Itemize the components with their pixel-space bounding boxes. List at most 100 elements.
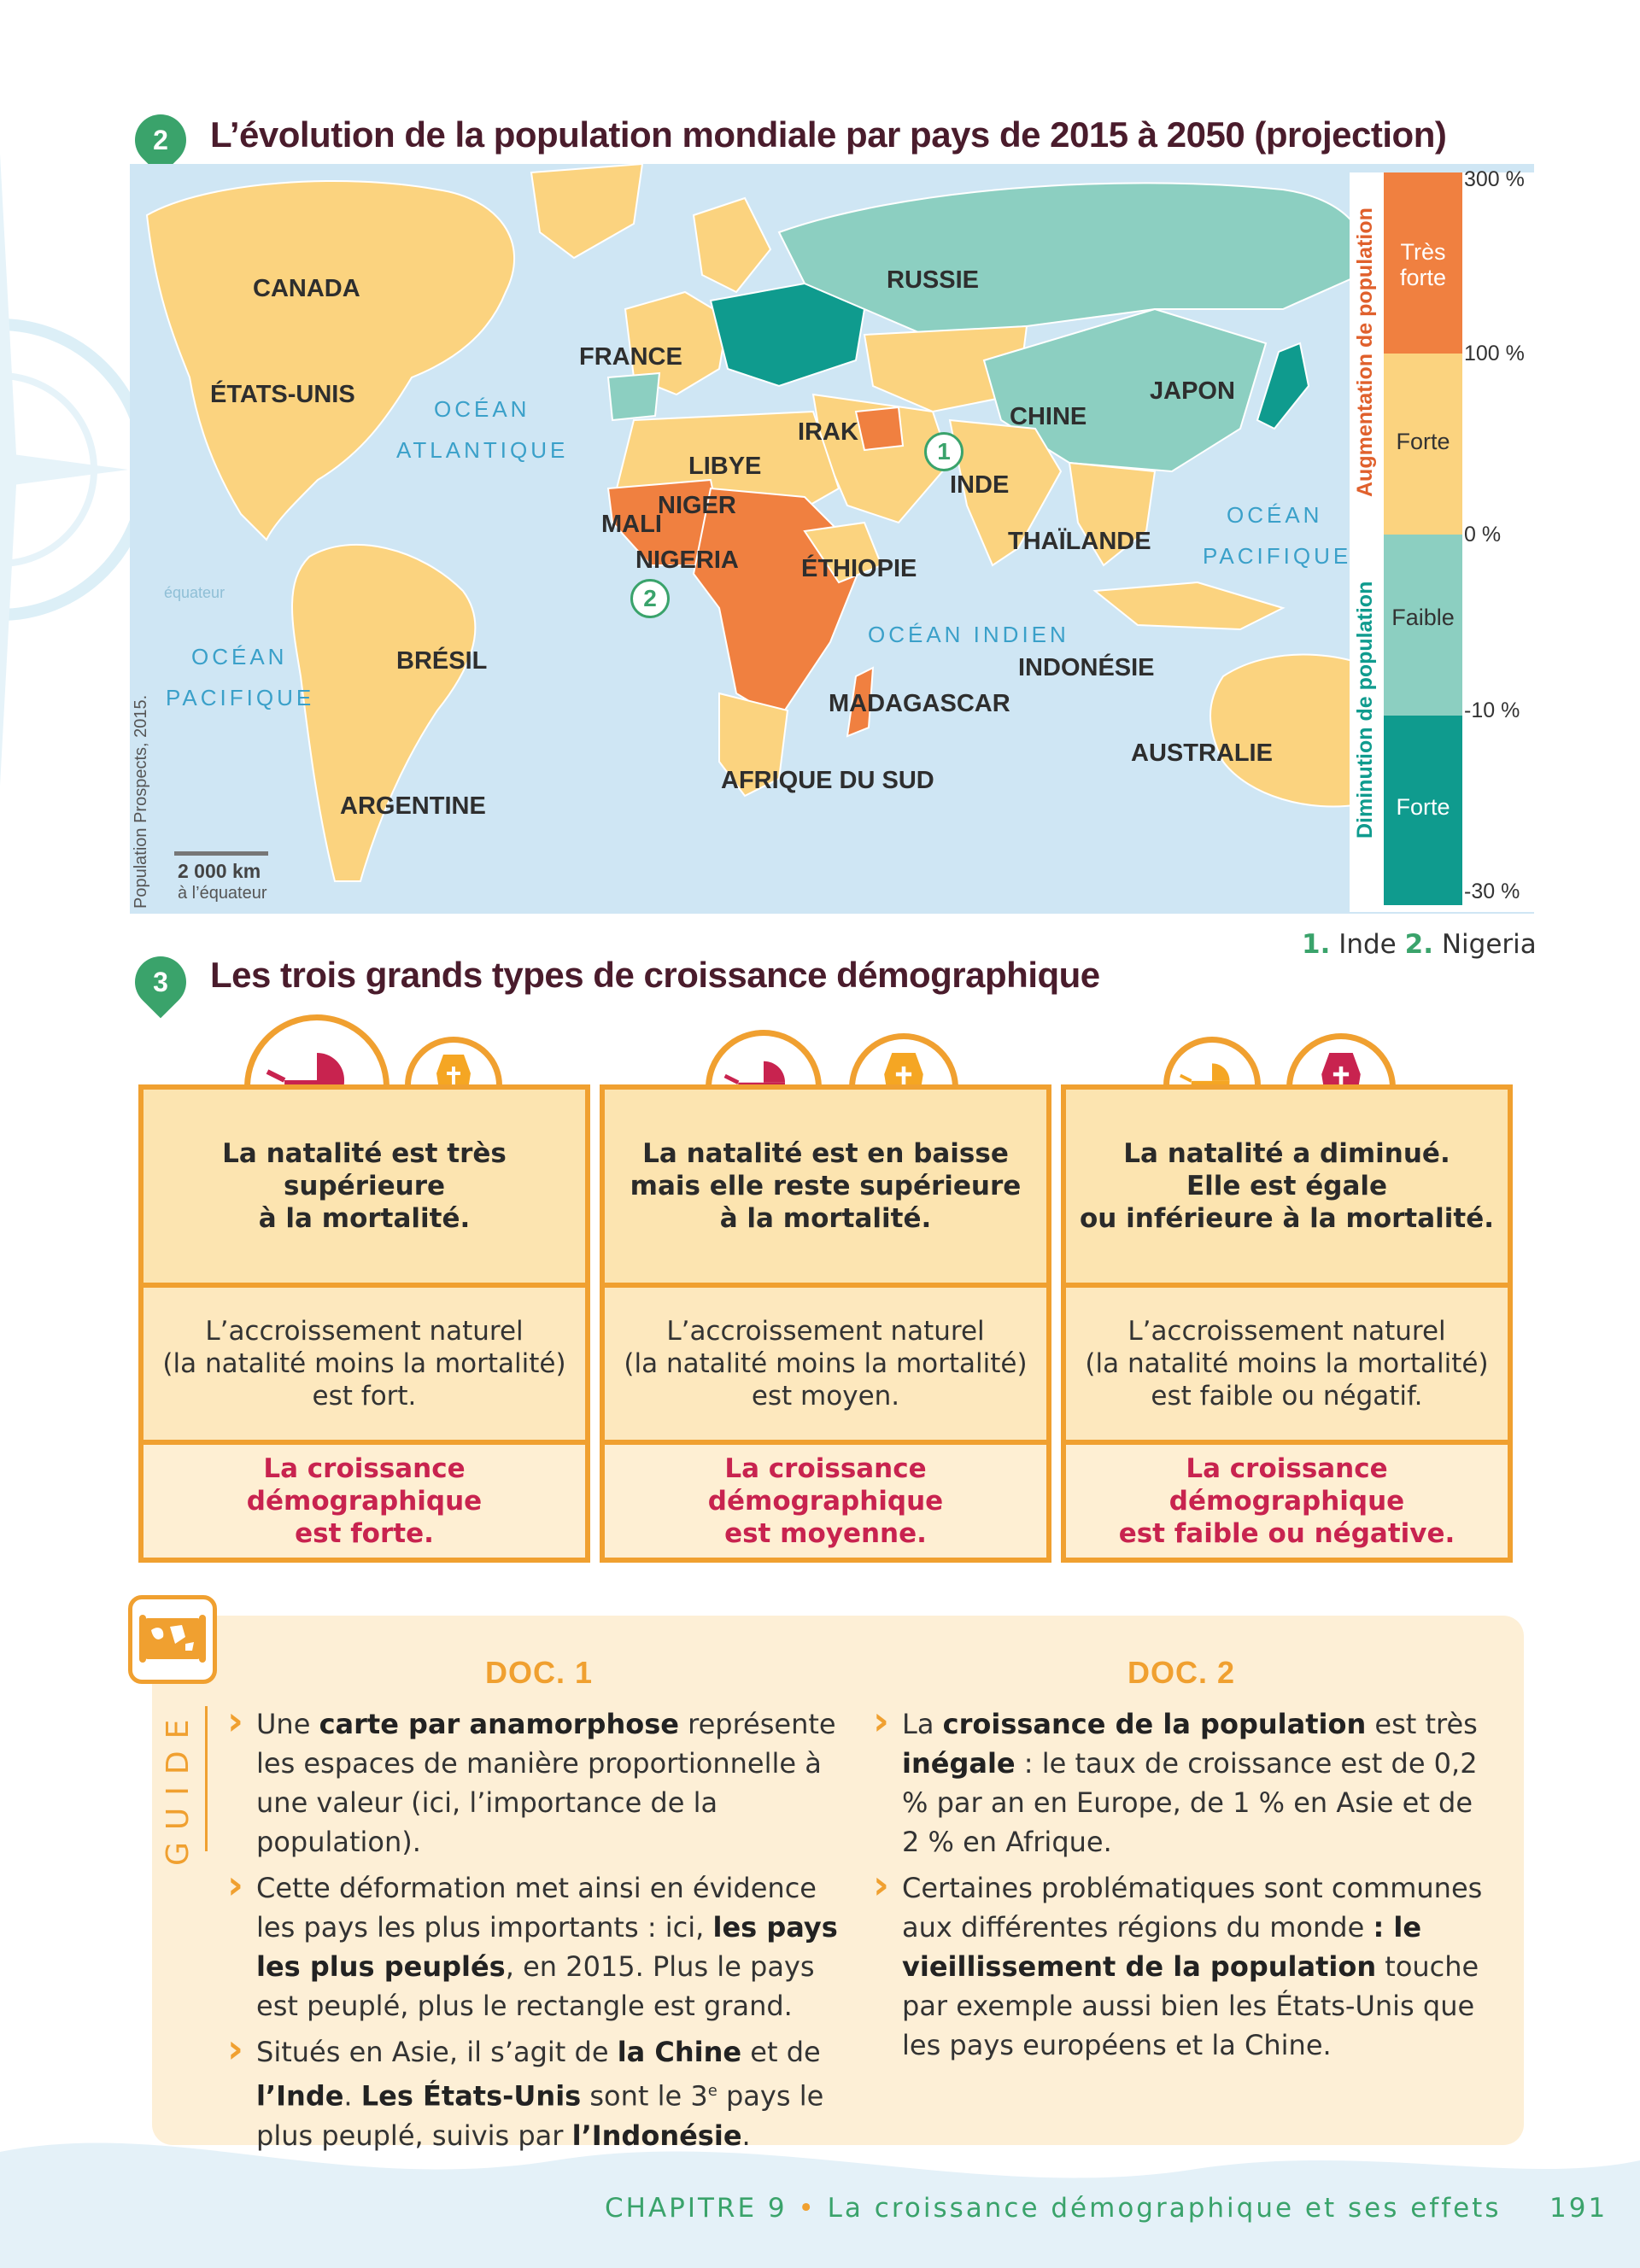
map-caption: 1. Inde 2. Nigeria bbox=[1302, 929, 1537, 960]
country-label: MALI bbox=[601, 511, 662, 538]
ocean-label: OCÉAN INDIEN bbox=[868, 622, 1069, 647]
ocean-label: OCÉAN bbox=[1227, 502, 1323, 528]
country-label: INDONÉSIE bbox=[1018, 654, 1155, 681]
legend-swatch-strong-decrease bbox=[1384, 716, 1462, 905]
bullet-item: Certaines problématiques sont communes a… bbox=[873, 1865, 1488, 2065]
chapter-title: La croissance démographique et ses effet… bbox=[827, 2193, 1502, 2224]
southern-africa-shape bbox=[718, 692, 789, 798]
country-label: LIBYE bbox=[688, 453, 762, 480]
map-source: Source : ONU, World Population Prospects… bbox=[132, 694, 150, 914]
growth-types-table: La natalité est très supérieure à la mor… bbox=[138, 1084, 1522, 1563]
map-legend: Très forte Forte Faible Forte 300 % 100 … bbox=[1350, 167, 1534, 912]
legend-swatch-weak-decrease bbox=[1384, 535, 1462, 716]
doc2-bullets: La croissance de la population est très … bbox=[873, 1701, 1488, 2072]
map-guide-icon bbox=[128, 1595, 217, 1684]
legend-category-label: Forte bbox=[1396, 794, 1450, 820]
legend-category-label: Très forte bbox=[1399, 239, 1447, 290]
ocean-label: OCÉAN bbox=[434, 396, 530, 422]
legend-category-label: Faible bbox=[1391, 605, 1455, 630]
country-label: IRAK bbox=[798, 418, 858, 446]
country-label: AUSTRALIE bbox=[1131, 739, 1273, 767]
growth-result-cell: La croissance démographique est forte. bbox=[138, 1440, 590, 1563]
country-label: NIGERIA bbox=[636, 547, 739, 574]
legend-decrease-axis-label: Diminution de population bbox=[1353, 581, 1377, 839]
section-number-badge: 3 bbox=[124, 945, 197, 1019]
decorative-compass-background bbox=[0, 154, 137, 786]
map-marker-india: 1 bbox=[924, 432, 964, 471]
legend-increase-axis-label: Augmentation de population bbox=[1353, 208, 1377, 497]
bullet-item: Cette déformation met ainsi en évidence … bbox=[227, 1865, 859, 2025]
guide-divider bbox=[205, 1706, 208, 1851]
ocean-label: PACIFIQUE bbox=[1203, 543, 1352, 569]
ocean-label: PACIFIQUE bbox=[166, 685, 315, 710]
country-label: CANADA bbox=[253, 275, 360, 302]
india-shape bbox=[948, 418, 1063, 567]
legend-value: 100 % bbox=[1464, 342, 1525, 365]
japan-shape bbox=[1256, 342, 1310, 430]
chapter-number: CHAPITRE 9 bbox=[605, 2193, 788, 2224]
chapter-dot: • bbox=[798, 2193, 817, 2224]
south-america-shape bbox=[291, 543, 477, 882]
country-label: ÉTATS-UNIS bbox=[210, 381, 355, 408]
growth-result-cell: La croissance démographique est faible o… bbox=[1061, 1440, 1513, 1563]
ocean-label: ATLANTIQUE bbox=[396, 437, 569, 463]
country-label: BRÉSIL bbox=[396, 647, 488, 675]
page-number: 191 bbox=[1549, 2193, 1608, 2224]
world-population-map: CANADA ÉTATS-UNIS FRANCE RUSSIE CHINE JA… bbox=[130, 164, 1534, 914]
iraq-shape bbox=[854, 406, 905, 452]
growth-type-column-medium: La natalité est en baisse mais elle rest… bbox=[600, 1084, 1057, 1563]
country-label: RUSSIE bbox=[887, 266, 979, 294]
natural-increase-cell: L’accroissement naturel (la natalité moi… bbox=[600, 1283, 1051, 1445]
legend-category-label: Forte bbox=[1396, 429, 1450, 454]
greenland-shape bbox=[530, 164, 644, 260]
decorative-wave-background bbox=[0, 2142, 1640, 2268]
west-africa-shape bbox=[606, 478, 729, 566]
doc1-bullets: Une carte par anamorphose représente les… bbox=[227, 1701, 859, 2162]
country-label: ÉTHIOPIE bbox=[801, 555, 917, 582]
scandinavia-shape bbox=[692, 196, 772, 294]
legend-value: -10 % bbox=[1464, 699, 1520, 722]
doc1-heading: DOC. 1 bbox=[485, 1655, 594, 1690]
country-label: FRANCE bbox=[579, 343, 682, 371]
country-label: CHINE bbox=[1010, 403, 1087, 430]
ocean-label: OCÉAN bbox=[191, 644, 288, 669]
growth-type-column-strong: La natalité est très supérieure à la mor… bbox=[138, 1084, 595, 1563]
chapter-footer: CHAPITRE 9 • La croissance démographique… bbox=[605, 2193, 1502, 2224]
country-label: INDE bbox=[950, 471, 1010, 499]
southeast-asia-shape bbox=[1068, 461, 1157, 567]
country-label: THAÏLANDE bbox=[1008, 528, 1151, 555]
russia-shape bbox=[777, 182, 1365, 336]
central-asia-shape bbox=[863, 324, 1028, 413]
legend-swatch-very-strong-increase bbox=[1384, 172, 1462, 354]
natural-increase-cell: L’accroissement naturel (la natalité moi… bbox=[1061, 1283, 1513, 1445]
country-label: MADAGASCAR bbox=[829, 690, 1010, 717]
natality-cell: La natalité est très supérieure à la mor… bbox=[138, 1084, 590, 1288]
map-shapes bbox=[145, 164, 1415, 882]
iberia-shape bbox=[606, 371, 661, 422]
map-marker-nigeria: 2 bbox=[630, 579, 670, 618]
growth-result-cell: La croissance démographique est moyenne. bbox=[600, 1440, 1051, 1563]
growth-type-column-weak: La natalité a diminué. Elle est égale ou… bbox=[1061, 1084, 1518, 1563]
madagascar-shape bbox=[846, 666, 875, 738]
scale-bar bbox=[174, 851, 268, 856]
country-label: NIGER bbox=[658, 492, 736, 519]
legend-value: 300 % bbox=[1464, 167, 1525, 191]
natality-cell: La natalité a diminué. Elle est égale ou… bbox=[1061, 1084, 1513, 1288]
legend-swatch-strong-increase bbox=[1384, 354, 1462, 535]
guide-label: GUIDE bbox=[161, 1707, 196, 1866]
section-title-map: L’évolution de la population mondiale pa… bbox=[210, 114, 1447, 155]
bullet-item: La croissance de la population est très … bbox=[873, 1701, 1488, 1862]
equator-label: équateur bbox=[164, 584, 226, 601]
country-label: AFRIQUE DU SUD bbox=[721, 767, 934, 794]
doc2-heading: DOC. 2 bbox=[1128, 1655, 1236, 1690]
country-label: ARGENTINE bbox=[340, 792, 486, 820]
ethiopia-shape bbox=[803, 521, 883, 584]
legend-value: 0 % bbox=[1464, 523, 1502, 547]
section-title-growth-types: Les trois grands types de croissance dém… bbox=[210, 955, 1100, 995]
bullet-item: Situés en Asie, il s’agit de la Chine et… bbox=[227, 2029, 859, 2155]
scale-note: à l’équateur bbox=[178, 884, 267, 903]
natality-cell: La natalité est en baisse mais elle rest… bbox=[600, 1084, 1051, 1288]
country-label: JAPON bbox=[1150, 377, 1235, 405]
natural-increase-cell: L’accroissement naturel (la natalité moi… bbox=[138, 1283, 590, 1445]
legend-value: -30 % bbox=[1464, 880, 1520, 903]
